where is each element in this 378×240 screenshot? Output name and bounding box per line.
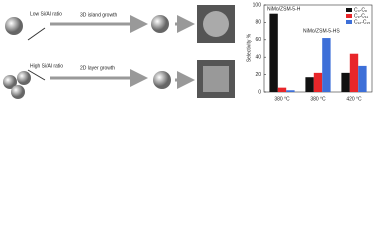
y-tick-label: 40	[255, 55, 261, 61]
y-tick-label: 60	[255, 37, 261, 43]
zeolite-ball	[17, 71, 31, 85]
zeolite-ball	[11, 85, 25, 99]
crystal	[153, 71, 171, 89]
graphical-abstract: Low Si/Al ratio High Si/Al ratio 3D isla…	[3, 2, 373, 102]
bar	[349, 53, 359, 92]
annotation: NiMo/ZSM-5-H	[267, 6, 301, 12]
legend-swatch	[346, 20, 352, 24]
legend-swatch	[346, 14, 352, 18]
bar	[305, 77, 314, 92]
x-tick-label: 420 °C	[346, 96, 362, 102]
high-label: High Si/Al ratio	[30, 63, 63, 69]
y-tick-label: 0	[258, 89, 261, 95]
bar	[322, 38, 331, 92]
bottom-arrow-label: 2D layer growth	[80, 65, 115, 71]
x-tick-label: 380 °C	[310, 96, 326, 102]
annotation: NiMo/ZSM-5-HS	[303, 28, 340, 34]
sem-particle	[203, 66, 229, 92]
bar	[277, 87, 287, 92]
y-tick-label: 100	[253, 2, 262, 8]
legend-label: C₄-C₈	[354, 7, 367, 13]
low-label: Low Si/Al ratio	[30, 11, 62, 17]
legend-label: C₉-C₁₁	[354, 13, 369, 19]
y-tick-label: 20	[255, 72, 261, 78]
bar	[286, 90, 295, 92]
bar	[341, 72, 350, 92]
zeolite-ball	[3, 75, 17, 89]
top-arrow-label: 3D island growth	[80, 12, 117, 18]
zeolite-ball	[5, 17, 23, 35]
diagram: Low Si/Al ratio High Si/Al ratio 3D isla…	[3, 5, 235, 99]
crystal	[151, 15, 169, 33]
sem-particle	[203, 11, 229, 37]
branch	[27, 27, 46, 81]
y-tick-label: 80	[255, 20, 261, 26]
bar	[269, 13, 278, 93]
chart: Selectivity % 0 20 40 60 80 100 380 °C 380 °C 42…	[246, 2, 373, 102]
y-axis-label: Selectivity %	[246, 33, 252, 62]
x-tick-label: 380 °C	[274, 96, 290, 102]
legend-swatch	[346, 8, 352, 12]
legend-label: C₁₂-C₁₅	[354, 19, 370, 25]
bar	[313, 72, 323, 92]
bar	[358, 65, 367, 92]
